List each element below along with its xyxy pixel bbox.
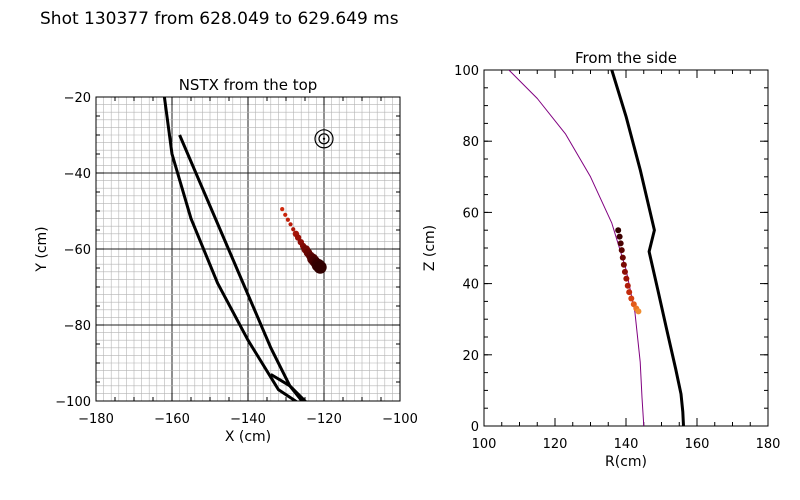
data-layer — [162, 97, 334, 401]
x-tick-label: −100 — [382, 412, 418, 427]
y-tick-label: −20 — [64, 91, 91, 106]
y-tick-label: 60 — [462, 206, 479, 221]
plot-title: NSTX from the top — [179, 76, 318, 94]
x-tick-label: 140 — [614, 437, 639, 452]
y-tick-label: 20 — [462, 349, 479, 364]
data-point — [291, 227, 296, 232]
x-tick-label: 160 — [685, 437, 710, 452]
y-tick-label: 40 — [462, 278, 479, 293]
crossing-wall-line — [270, 373, 304, 401]
data-point — [635, 308, 642, 315]
x-tick-label: −180 — [78, 412, 114, 427]
y-tick-label: 80 — [462, 135, 479, 150]
x-axis-label: R(cm) — [605, 454, 647, 470]
x-tick-label: 120 — [543, 437, 568, 452]
y-tick-label: −60 — [64, 243, 91, 258]
y-tick-label: −100 — [55, 395, 91, 410]
x-tick-label: −160 — [154, 412, 190, 427]
data-point — [616, 233, 623, 240]
purple-boundary-line — [508, 70, 645, 426]
data-point — [620, 261, 627, 268]
x-axis-label: X (cm) — [225, 429, 271, 445]
data-point — [280, 207, 285, 212]
data-point — [288, 222, 293, 227]
data-point — [619, 254, 626, 261]
x-tick-label: −120 — [306, 412, 342, 427]
target-center — [322, 137, 326, 140]
y-axis-label: Z (cm) — [422, 225, 438, 271]
data-point — [628, 295, 635, 302]
y-tick-label: −40 — [64, 167, 91, 182]
data-point — [621, 268, 628, 275]
data-point — [626, 289, 633, 296]
x-tick-label: −140 — [230, 412, 266, 427]
data-layer — [508, 70, 685, 426]
y-tick-label: −80 — [64, 319, 91, 334]
data-point — [617, 240, 624, 247]
data-point — [615, 227, 622, 234]
data-point — [313, 260, 327, 274]
plot-frame — [483, 69, 769, 427]
black-wall-line — [610, 70, 685, 426]
x-tick-label: 180 — [756, 437, 781, 452]
data-point — [618, 247, 625, 254]
inner-wall-line — [178, 134, 308, 401]
y-tick-label: 100 — [454, 64, 479, 79]
figure-title: Shot 130377 from 628.049 to 629.649 ms — [40, 9, 399, 29]
y-tick-label: 0 — [471, 420, 479, 435]
side-view-plot: 100 120 140 160 180 0 20 40 60 80 100 From the side… — [422, 49, 780, 470]
y-axis-label: Y (cm) — [34, 226, 50, 272]
target-inner-ring — [318, 133, 330, 145]
data-point — [285, 217, 290, 222]
data-point — [283, 212, 288, 217]
data-point — [624, 282, 631, 289]
target-outer-ring — [314, 129, 334, 149]
data-point — [623, 275, 630, 282]
outer-wall-line — [162, 97, 299, 401]
plot-title: From the side — [575, 49, 677, 67]
top-view-plot: −180 −160 −140 −120 −100 −100 −80 −60 −40 −20 NSTX… — [34, 76, 418, 445]
x-tick-label: 100 — [472, 437, 497, 452]
